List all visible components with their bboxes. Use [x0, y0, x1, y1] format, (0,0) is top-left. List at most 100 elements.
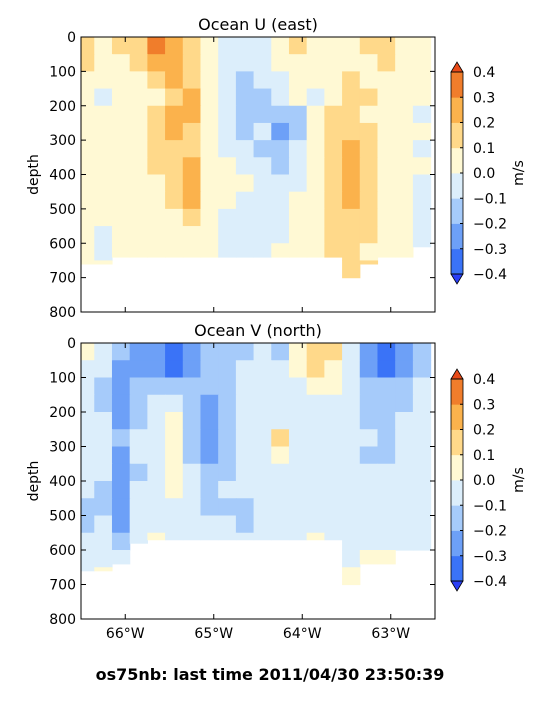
- heatmap-cell: [253, 377, 272, 396]
- heatmap-cell: [165, 463, 184, 482]
- heatmap-cell: [253, 208, 272, 227]
- heatmap-cell: [342, 360, 361, 379]
- heatmap-cell: [182, 191, 202, 210]
- heatmap-cell: [253, 515, 272, 534]
- colorbar-tick-label: −0.3: [473, 549, 507, 565]
- heatmap-cell: [129, 463, 148, 482]
- heatmap-cell: [165, 446, 184, 465]
- heatmap-cell: [253, 412, 272, 430]
- heatmap-cell: [94, 140, 113, 158]
- heatmap-cell: [200, 88, 219, 107]
- heatmap-cell: [253, 54, 272, 72]
- heatmap-cell: [359, 54, 379, 72]
- heatmap-cell: [165, 515, 184, 534]
- y-tick-label: 0: [67, 336, 76, 352]
- heatmap-cell: [218, 343, 237, 361]
- heatmap-cell: [253, 122, 272, 141]
- heatmap-cell: [412, 360, 432, 379]
- heatmap-cell: [342, 226, 361, 244]
- heatmap-cell: [94, 481, 113, 499]
- heatmap-cell: [306, 208, 325, 227]
- heatmap-cell: [271, 394, 290, 413]
- heatmap-cell: [129, 429, 148, 448]
- colorbar-tick-label: 0.2: [473, 116, 495, 132]
- heatmap-cell: [395, 394, 414, 413]
- heatmap-cell: [165, 377, 184, 396]
- heatmap-cell: [147, 88, 166, 107]
- heatmap-cell: [218, 515, 237, 534]
- heatmap-cell: [218, 174, 237, 193]
- heatmap-cell: [377, 191, 396, 210]
- heatmap-cell: [111, 122, 131, 141]
- heatmap-cell: [377, 377, 396, 396]
- heatmap-cell: [324, 394, 343, 413]
- heatmap-cell: [200, 71, 219, 90]
- heatmap-cell: [165, 498, 184, 517]
- heatmap-cell: [324, 463, 343, 482]
- heatmap-cell: [182, 208, 202, 227]
- heatmap-cell: [271, 429, 290, 448]
- heatmap-cell: [271, 174, 290, 193]
- heatmap-cell: [165, 412, 184, 430]
- heatmap-cell: [342, 174, 361, 193]
- heatmap-cell: [200, 498, 219, 517]
- heatmap-cell: [412, 88, 432, 107]
- heatmap-cell: [342, 532, 361, 551]
- heatmap-cell: [200, 394, 219, 413]
- heatmap-cell: [342, 105, 361, 124]
- heatmap-cell: [81, 105, 95, 124]
- heatmap-cell: [147, 498, 166, 517]
- heatmap-cell: [129, 412, 148, 430]
- heatmap-cell: [306, 157, 325, 176]
- heatmap-cell: [129, 88, 148, 107]
- heatmap-cell: [235, 412, 255, 430]
- heatmap-cell: [253, 191, 272, 210]
- heatmap-cell: [81, 567, 95, 572]
- heatmap-cell: [359, 191, 379, 210]
- heatmap-cell: [111, 463, 131, 482]
- heatmap-cell: [81, 157, 95, 176]
- heatmap-cell: [342, 88, 361, 107]
- heatmap-cell: [182, 343, 202, 361]
- colorbar-segment: [451, 72, 463, 98]
- heatmap-cell: [129, 481, 148, 499]
- heatmap-cell: [342, 157, 361, 176]
- heatmap-cell: [412, 243, 432, 248]
- heatmap-cell: [165, 191, 184, 210]
- colorbar-tick-label: −0.2: [473, 524, 507, 540]
- heatmap-cell: [182, 88, 202, 107]
- heatmap-cell: [288, 377, 308, 396]
- heatmap-cell: [253, 394, 272, 413]
- heatmap-cell: [218, 394, 237, 413]
- heatmap-cell: [182, 446, 202, 465]
- heatmap-cell: [324, 191, 343, 210]
- colorbar-tick-label: 0.2: [473, 423, 495, 439]
- heatmap-cell: [253, 243, 272, 258]
- heatmap-cell: [94, 105, 113, 124]
- heatmap-cell: [111, 446, 131, 465]
- colorbar: 0.4 0.3 0.2 0.1 0.0 −0.1 −0.2 −0.3 −0.4 m/s: [450, 368, 527, 592]
- heatmap-cell: [200, 191, 219, 210]
- colorbar-max-extend: [450, 368, 464, 380]
- heatmap-cell: [200, 174, 219, 193]
- heatmap-cell: [165, 243, 184, 258]
- heatmap-cell: [359, 412, 379, 430]
- y-tick-label: 800: [49, 305, 76, 321]
- heatmap-cell: [306, 515, 325, 534]
- heatmap-cell: [129, 243, 148, 258]
- heatmap-cell: [200, 429, 219, 448]
- heatmap-cell: [182, 71, 202, 90]
- y-axis-label: depth: [26, 461, 42, 502]
- heatmap-cell: [271, 208, 290, 227]
- heatmap-cells: [81, 37, 432, 279]
- heatmap-cell: [165, 532, 184, 541]
- heatmap-cell: [395, 343, 414, 361]
- heatmap-cell: [377, 54, 396, 72]
- heatmap-cell: [218, 122, 237, 141]
- heatmap-cell: [111, 394, 131, 413]
- heatmap-cell: [94, 446, 113, 465]
- heatmap-cell: [253, 71, 272, 90]
- heatmap-cell: [165, 122, 184, 141]
- heatmap-cell: [324, 343, 343, 361]
- heatmap-cell: [377, 343, 396, 361]
